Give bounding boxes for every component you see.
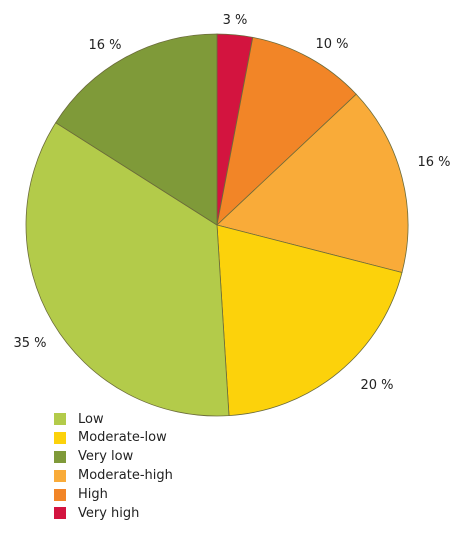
- slice-label-high: 10 %: [315, 37, 348, 52]
- legend-item-low: Low: [54, 410, 173, 428]
- pie-slice-moderate-low: [216, 224, 403, 417]
- legend-label-moderate-high: Moderate-high: [78, 468, 173, 484]
- legend-label-moderate-low: Moderate-low: [78, 430, 167, 446]
- slice-label-moderate-high: 16 %: [417, 155, 450, 170]
- pie-slice-moderate-high: [216, 93, 409, 273]
- legend-swatch-moderate-high: [54, 469, 66, 482]
- slice-label-moderate-low: 20 %: [360, 378, 393, 393]
- pie-slices: [25, 33, 409, 417]
- legend-item-very-low: Very low: [54, 448, 173, 466]
- legend-swatch-very-low: [54, 450, 66, 463]
- legend-swatch-high: [54, 488, 66, 501]
- legend-item-moderate-high: Moderate-high: [54, 467, 173, 485]
- pie-slice-very-low: [55, 33, 218, 226]
- legend-label-very-low: Very low: [78, 449, 134, 465]
- pie-labels: 3 % 10 % 16 % 20 % 35 % 16 %: [13, 13, 450, 393]
- legend-swatch-moderate-low: [54, 431, 66, 444]
- pie-slice-high: [216, 36, 357, 227]
- chart-legend: Low Moderate-low Very low Moderate-high …: [54, 410, 173, 523]
- legend-swatch-low: [54, 413, 66, 425]
- legend-item-high: High: [54, 486, 173, 504]
- slice-label-low: 35 %: [13, 336, 46, 351]
- slice-label-very-high: 3 %: [223, 13, 248, 28]
- legend-label-high: High: [78, 487, 108, 503]
- legend-label-very-high: Very high: [78, 505, 140, 521]
- slice-label-very-low: 16 %: [88, 38, 121, 53]
- legend-label-low: Low: [78, 411, 104, 427]
- legend-item-moderate-low: Moderate-low: [54, 429, 173, 447]
- legend-item-very-high: Very high: [54, 504, 173, 522]
- pie-slice-low: [25, 122, 230, 417]
- legend-swatch-very-high: [54, 507, 66, 520]
